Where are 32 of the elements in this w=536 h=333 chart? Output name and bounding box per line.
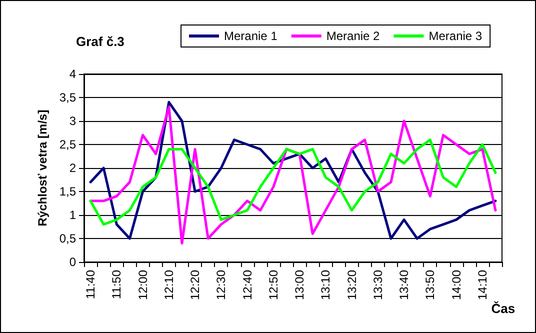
line-series: [89, 138, 497, 226]
x-tick-label: 12:50: [266, 270, 280, 300]
x-tick-label: 12:30: [214, 270, 228, 300]
y-tick-label: 2: [69, 161, 76, 175]
x-tick-label: 11:40: [84, 270, 98, 300]
x-axis-title: Čas: [491, 301, 516, 316]
y-axis-title: Rýchlosť vetra [m/s]: [35, 110, 50, 226]
legend-label: Meranie 2: [326, 29, 380, 43]
x-tick-label: 13:20: [344, 270, 359, 300]
x-tick-label: 13:10: [318, 270, 333, 300]
chart-title: Graf č.3: [76, 34, 124, 49]
y-tick-label: 0: [69, 255, 76, 269]
y-tick-label: 3,5: [59, 90, 76, 104]
x-tick-label: 11:50: [110, 270, 124, 300]
x-tick-label: 13:40: [397, 270, 412, 300]
x-tick-label: 14:00: [449, 270, 464, 300]
y-tick-label: 1: [69, 208, 76, 222]
legend-label: Meranie 3: [428, 29, 482, 43]
x-tick-label: 13:00: [292, 270, 307, 300]
x-tick-label: 12:10: [162, 270, 176, 300]
y-tick-label: 0,5: [59, 232, 76, 246]
legend-label: Meranie 1: [224, 29, 278, 43]
y-tick-label: 2,5: [59, 138, 76, 152]
x-tick-label: 12:00: [136, 270, 150, 300]
x-tick-label: 14:10: [475, 270, 490, 300]
x-tick-label: 12:20: [188, 270, 202, 300]
x-tick-label: 13:30: [370, 270, 385, 300]
y-tick-label: 1,5: [59, 184, 76, 198]
x-tick-label: 13:50: [423, 270, 438, 300]
x-tick-label: 12:40: [240, 270, 254, 300]
y-tick-label: 3: [69, 114, 76, 128]
y-tick-label: 4: [69, 67, 76, 81]
